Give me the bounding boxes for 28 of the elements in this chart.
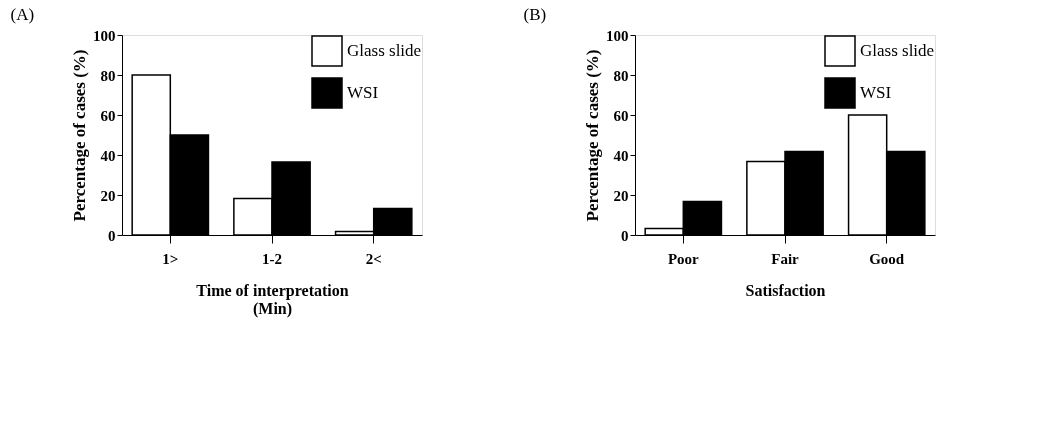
y-tick-label: 60 bbox=[100, 107, 116, 124]
y-tick-label: 40 bbox=[613, 147, 629, 164]
y-tick-label: 60 bbox=[613, 107, 629, 124]
chart-title: (B) bbox=[523, 5, 547, 24]
y-axis-title: Percentage of cases (%) bbox=[70, 49, 89, 222]
x-axis-title: Satisfaction bbox=[745, 281, 826, 299]
chart-title: (A) bbox=[10, 5, 35, 24]
y-tick-label: 100 bbox=[93, 27, 116, 44]
y-tick-label: 80 bbox=[100, 67, 116, 84]
x-tick-label: Good bbox=[869, 250, 905, 267]
legend-label: Glass slide bbox=[860, 41, 935, 60]
legend-label: WSI bbox=[860, 83, 892, 102]
x-tick-label: Fair bbox=[771, 250, 800, 267]
y-tick-label: 20 bbox=[100, 187, 116, 204]
x-tick-label: 2< bbox=[365, 250, 382, 267]
x-axis-title: Time of interpretation (Min) bbox=[196, 281, 349, 318]
y-axis-title: Percentage of cases (%) bbox=[583, 49, 602, 222]
legend-label: Glass slide bbox=[347, 41, 422, 60]
y-tick-label: 20 bbox=[613, 187, 629, 204]
x-tick-label: 1> bbox=[162, 250, 179, 267]
legend-label: WSI bbox=[347, 83, 379, 102]
x-tick-label: 1-2 bbox=[262, 250, 282, 267]
y-tick-label: 40 bbox=[100, 147, 116, 164]
y-tick-label: 0 bbox=[108, 227, 116, 244]
x-tick-label: Poor bbox=[667, 250, 700, 267]
y-tick-label: 80 bbox=[613, 67, 629, 84]
y-tick-label: 100 bbox=[606, 27, 629, 44]
y-tick-label: 0 bbox=[621, 227, 629, 244]
